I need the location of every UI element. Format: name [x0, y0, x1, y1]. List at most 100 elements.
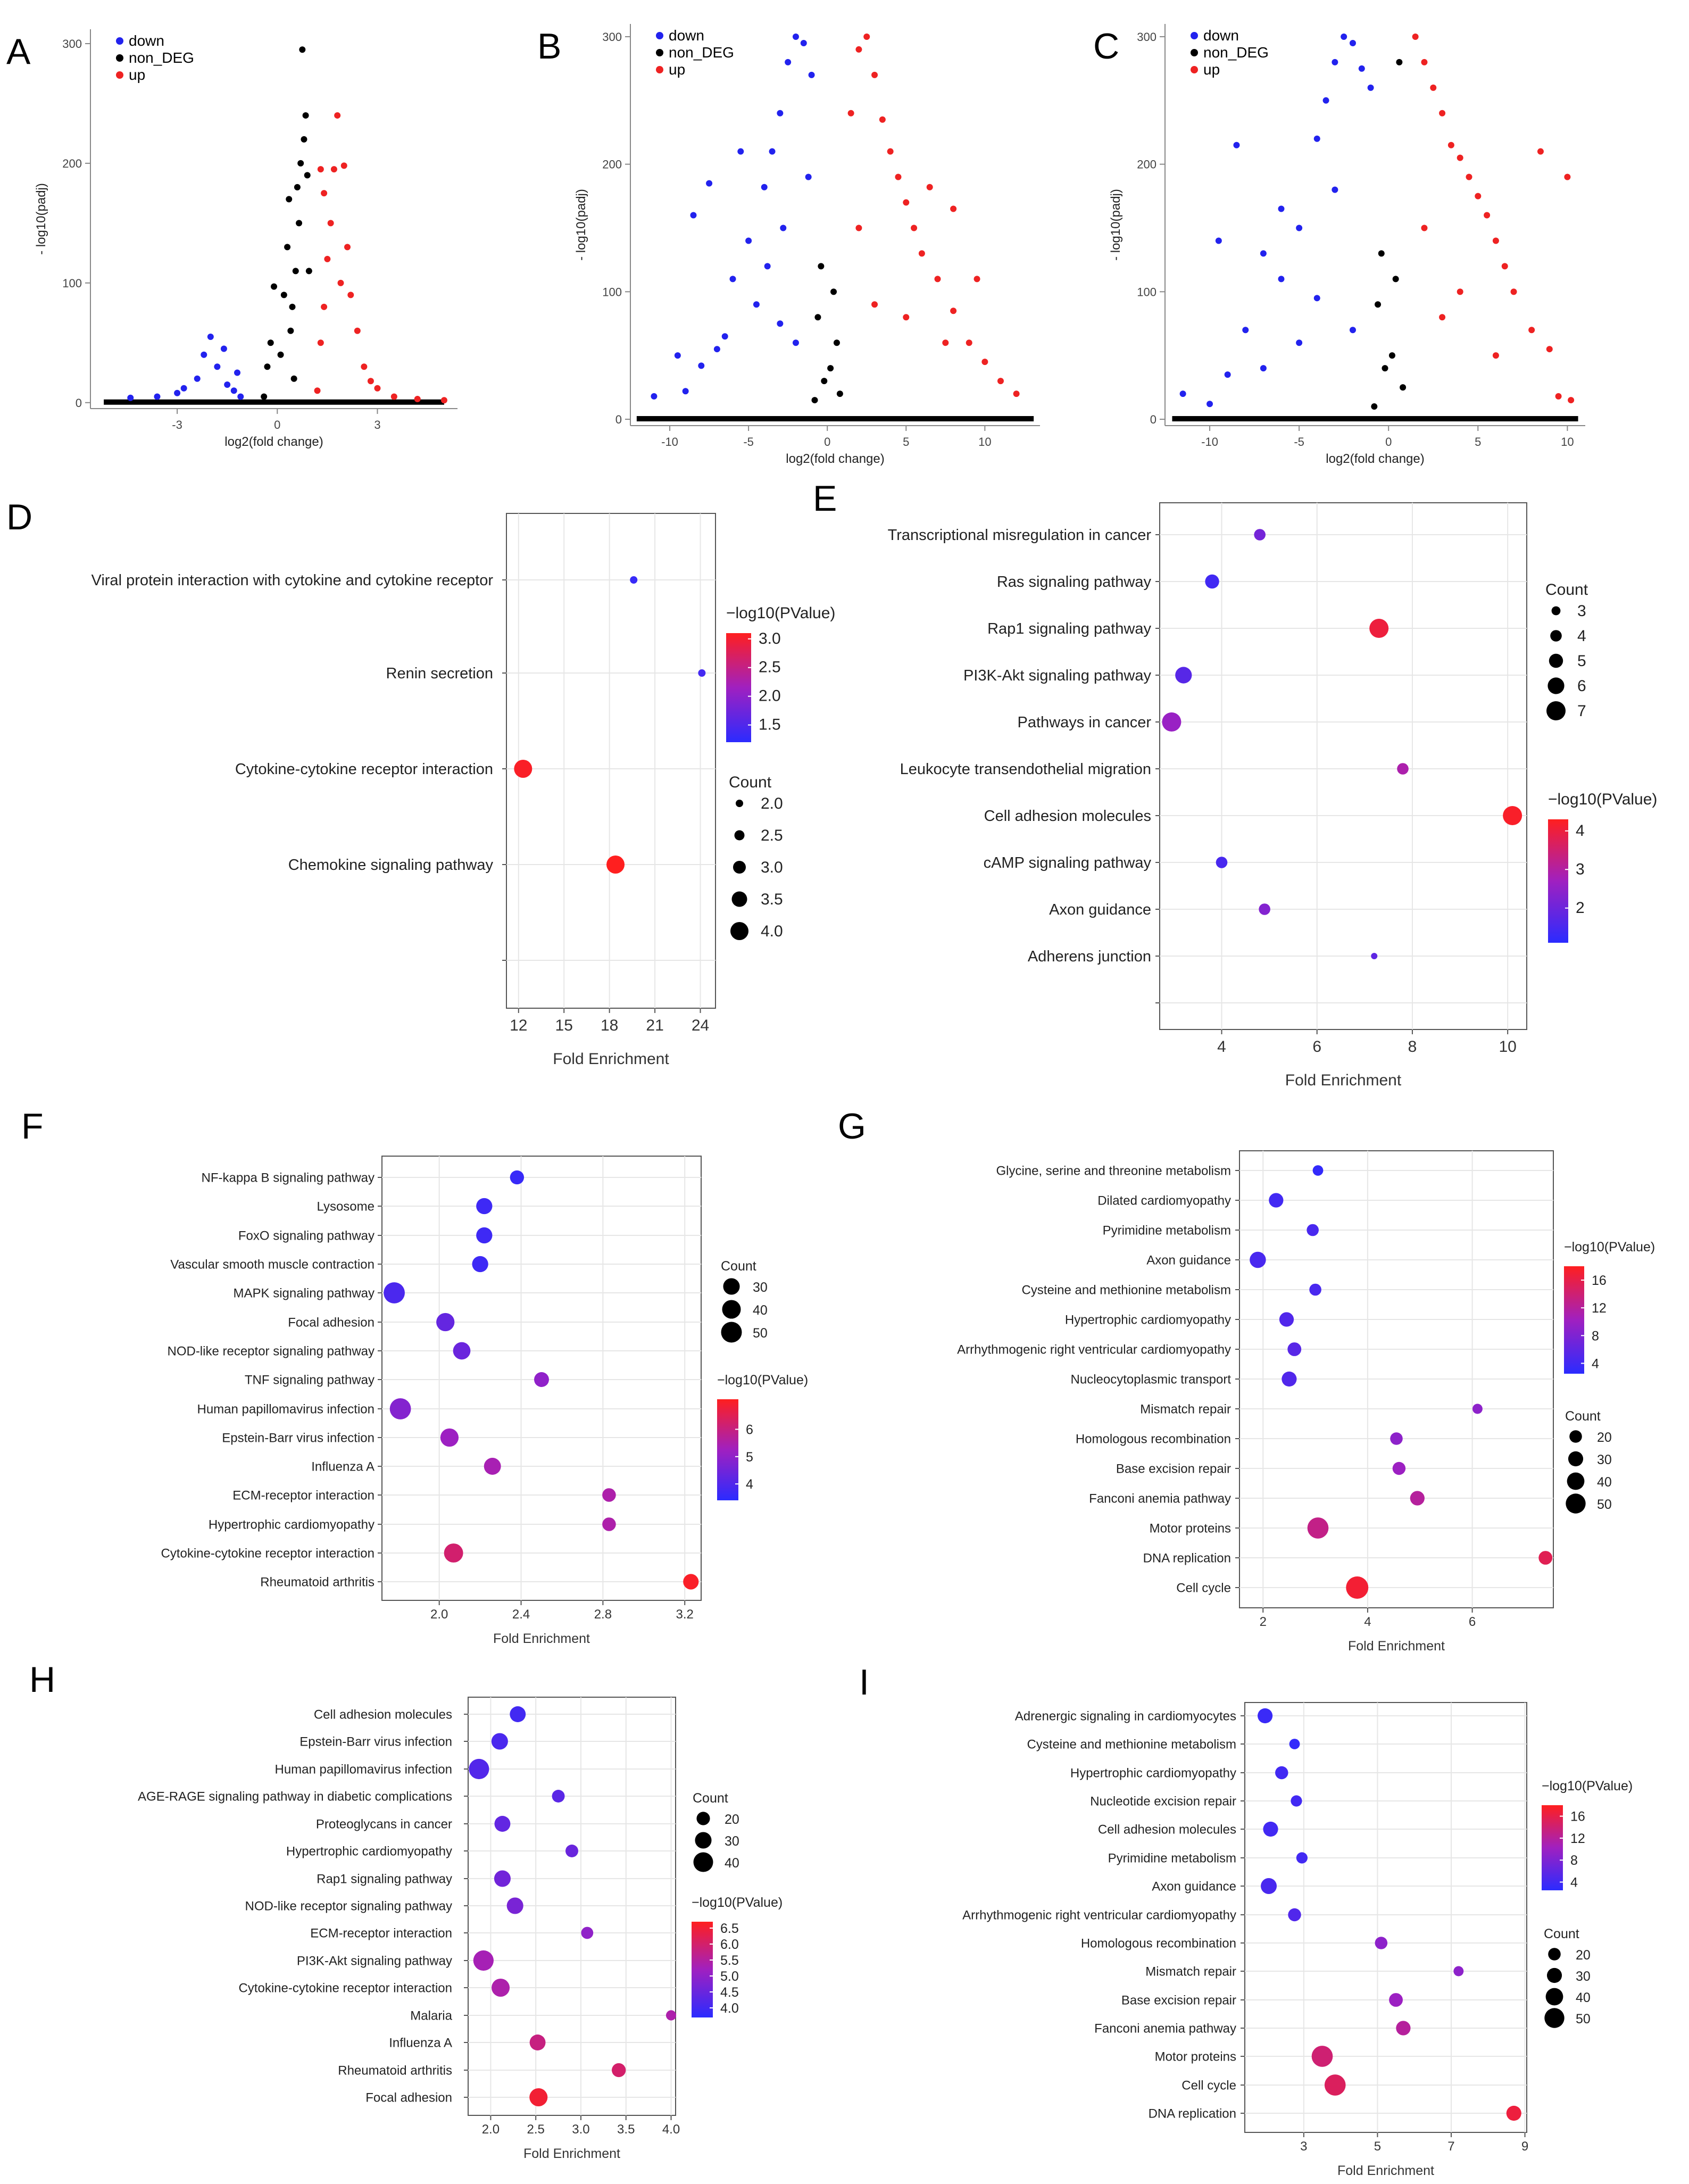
- color-tick-label: 4: [1570, 1875, 1578, 1890]
- data-point: [729, 276, 736, 283]
- x-axis-title: log2(fold change): [224, 435, 323, 449]
- data-point: [237, 393, 244, 400]
- legend-label: up: [1203, 61, 1220, 78]
- bubbles: [514, 576, 706, 874]
- data-point: [871, 71, 878, 78]
- color-legend: −log10(PValue) 1.5 2.0 2.5 3.0: [726, 604, 835, 742]
- size-legend-title: Count: [1545, 581, 1588, 599]
- size-legend-label: 5: [1577, 652, 1586, 670]
- data-point: [344, 244, 351, 251]
- bubble-point: [683, 1574, 699, 1590]
- size-legend-dot: [695, 1832, 712, 1849]
- data-point: [1349, 39, 1356, 46]
- data-point: [1447, 142, 1454, 148]
- data-point: [918, 250, 925, 257]
- data-point: [911, 225, 918, 231]
- x-tick-label: 3.5: [617, 2122, 635, 2137]
- bubble-point: [473, 1950, 494, 1971]
- bubble-point: [492, 1978, 510, 1997]
- bubble-point: [1261, 1878, 1277, 1894]
- data-point: [805, 173, 812, 180]
- size-legend-dot: [731, 891, 747, 907]
- y-tick-label: 0: [615, 413, 622, 426]
- data-point: [1546, 346, 1553, 353]
- data-point: [1332, 186, 1338, 193]
- data-point: [321, 190, 328, 197]
- bubble-point: [1259, 903, 1270, 915]
- data-point: [154, 393, 161, 400]
- size-legend: Count 20 30 40 50: [1565, 1409, 1612, 1514]
- legend-swatch: [656, 32, 663, 39]
- size-legend-dot: [1545, 1988, 1563, 2006]
- category-label: Adrenergic signaling in cardiomyocytes: [1015, 1709, 1236, 1723]
- bubble-point: [1371, 953, 1378, 959]
- x-tick-label: 10: [1499, 1038, 1516, 1056]
- legend-swatch: [116, 71, 123, 79]
- data-point: [1388, 352, 1395, 359]
- x-tick-label: -5: [1294, 435, 1304, 449]
- size-legend-dot: [1550, 630, 1562, 642]
- size-legend-label: 20: [1597, 1430, 1612, 1445]
- size-legend-label: 3.5: [761, 891, 783, 908]
- category-label: Fanconi anemia pathway: [1089, 1491, 1231, 1506]
- y-axis-title: - log10(padj): [34, 183, 48, 255]
- data-point: [367, 378, 374, 385]
- category-label: Axon guidance: [1049, 901, 1151, 918]
- category-label: Cysteine and methionine metabolism: [1027, 1737, 1236, 1751]
- size-legend: Count 2.0 2.5 3.0 3.5 4.0: [729, 774, 783, 940]
- category-label: Cell adhesion molecules: [1098, 1822, 1236, 1837]
- x-tick-label: -10: [661, 435, 678, 449]
- data-point: [895, 173, 902, 180]
- data-point: [1278, 276, 1285, 283]
- y-tick-label: 0: [76, 396, 82, 410]
- data-point: [284, 244, 291, 251]
- x-tick-label: -10: [1201, 435, 1218, 449]
- data-point: [974, 276, 980, 283]
- size-legend-label: 50: [753, 1326, 768, 1341]
- color-tick-label: 8: [1570, 1853, 1578, 1868]
- data-point: [1439, 110, 1446, 117]
- category-label: Rap1 signaling pathway: [987, 620, 1151, 637]
- category-label: Pathways in cancer: [1018, 714, 1152, 731]
- bubble-point: [491, 1733, 508, 1750]
- category-label: Pyrimidine metabolism: [1103, 1223, 1231, 1238]
- data-point: [1233, 142, 1240, 148]
- bubble-point: [444, 1543, 463, 1563]
- bubble-point: [1269, 1193, 1284, 1208]
- color-legend-bar: [726, 633, 751, 742]
- y-tick-label: 200: [62, 157, 82, 170]
- bubble-point: [1205, 574, 1219, 589]
- x-tick-label: 24: [692, 1017, 709, 1034]
- size-legend-label: 2.5: [761, 827, 783, 844]
- bubbles: [1258, 1708, 1521, 2121]
- panel-label-i: I: [859, 1662, 869, 1703]
- color-tick-label: 2.5: [759, 659, 781, 676]
- data-point: [821, 378, 828, 385]
- category-label: Human papillomavirus infection: [275, 1762, 453, 1776]
- category-label: Fanconi anemia pathway: [1094, 2021, 1236, 2036]
- data-point: [792, 339, 799, 346]
- bubble-point: [1289, 1739, 1300, 1749]
- bubble-point: [1389, 1993, 1403, 2007]
- data-point: [800, 39, 807, 46]
- bubble-point: [494, 1816, 511, 1832]
- category-label: Hypertrophic cardiomyopathy: [1065, 1313, 1231, 1327]
- data-point: [1260, 365, 1267, 372]
- size-legend-label: 7: [1577, 702, 1586, 720]
- data-point: [818, 263, 825, 270]
- data-point: [1382, 365, 1388, 372]
- color-legend-bar: [692, 1922, 713, 2017]
- category-label: Cell cycle: [1182, 2078, 1236, 2092]
- color-legend-title: −log10(PValue): [717, 1373, 808, 1388]
- x-tick-label: 0: [1385, 435, 1392, 449]
- y-tick-label: 100: [1137, 285, 1156, 298]
- data-point: [1475, 193, 1482, 200]
- series-up: [847, 33, 1020, 397]
- data-point: [690, 212, 697, 219]
- panel-label-h: H: [29, 1659, 55, 1700]
- data-point: [1375, 301, 1382, 308]
- enrichment-plot-d: 12 15 18 21 24 Fold Enrichment Viral protein i…: [91, 513, 835, 1068]
